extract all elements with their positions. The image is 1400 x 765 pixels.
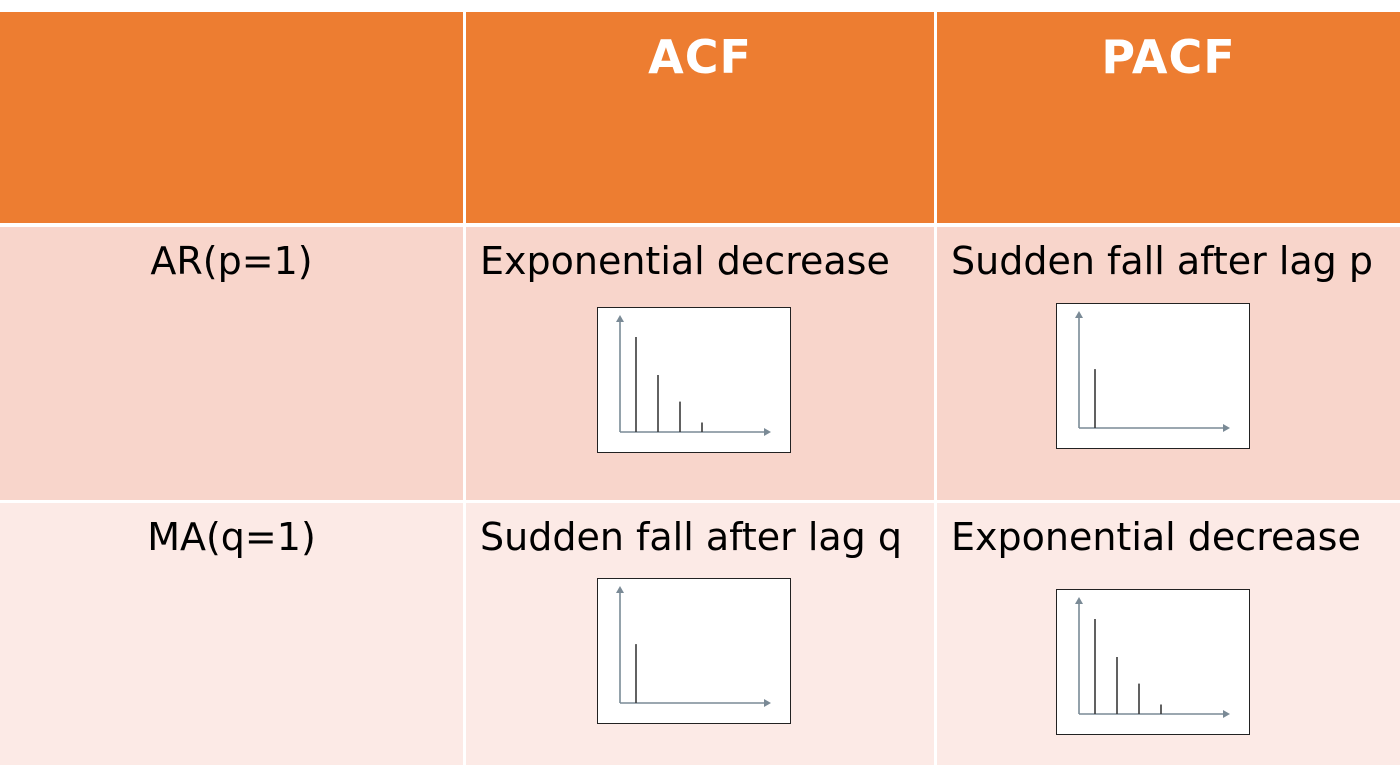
row2-pacf-text: Exponential decrease — [951, 515, 1361, 559]
row2-label-cell: MA(q=1) — [0, 503, 463, 765]
row1-pacf-plot — [1056, 303, 1250, 449]
y-axis-arrow — [616, 586, 624, 593]
x-axis-arrow — [764, 428, 771, 436]
row1-acf-text: Exponential decrease — [480, 239, 890, 283]
row2-pacf-cell: Exponential decrease — [937, 503, 1400, 765]
header-acf-cell: ACF — [466, 12, 934, 223]
x-axis-arrow — [764, 699, 771, 707]
row1-acf-plot — [597, 307, 791, 453]
row1-label: AR(p=1) — [150, 239, 313, 283]
row1-pacf-text: Sudden fall after lag p — [951, 239, 1373, 283]
row1-label-cell: AR(p=1) — [0, 227, 463, 500]
header-acf-label: ACF — [648, 30, 752, 84]
row1-acf-cell: Exponential decrease — [466, 227, 934, 500]
plot-svg — [616, 586, 771, 707]
row2-acf-plot — [597, 578, 791, 724]
header-pacf-label: PACF — [1101, 30, 1236, 84]
row2-pacf-plot — [1056, 589, 1250, 735]
y-axis-arrow — [1075, 597, 1083, 604]
row2-label: MA(q=1) — [147, 515, 316, 559]
acf-pacf-table: ACF PACF AR(p=1) Exponential decrease Su… — [0, 12, 1400, 765]
header-empty-cell — [0, 12, 463, 223]
plot-svg — [1075, 311, 1230, 432]
row2-acf-cell: Sudden fall after lag q — [466, 503, 934, 765]
plot-svg — [1075, 597, 1230, 718]
row1-pacf-cell: Sudden fall after lag p — [937, 227, 1400, 500]
plot-svg — [616, 315, 771, 436]
row2-acf-text: Sudden fall after lag q — [480, 515, 902, 559]
x-axis-arrow — [1223, 424, 1230, 432]
header-pacf-cell: PACF — [937, 12, 1400, 223]
x-axis-arrow — [1223, 710, 1230, 718]
y-axis-arrow — [616, 315, 624, 322]
y-axis-arrow — [1075, 311, 1083, 318]
